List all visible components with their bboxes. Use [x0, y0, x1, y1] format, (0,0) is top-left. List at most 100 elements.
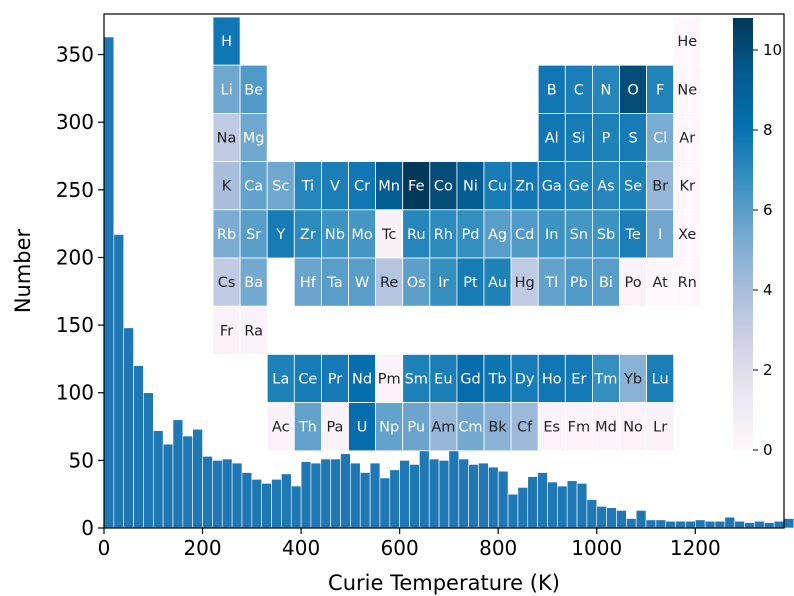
element-symbol-re: Re: [380, 275, 398, 291]
histogram-bar: [655, 519, 667, 529]
element-symbol-pa: Pa: [326, 420, 343, 436]
element-symbol-es: Es: [543, 420, 560, 436]
element-cell-hf: [293, 257, 322, 307]
element-cell-lr: [646, 402, 675, 452]
element-symbol-bi: Bi: [599, 275, 613, 291]
histogram-bar: [162, 443, 174, 529]
element-symbol-mn: Mn: [378, 179, 400, 195]
element-cell-au: [483, 257, 512, 307]
element-symbol-ag: Ag: [488, 227, 507, 243]
element-symbol-pm: Pm: [378, 372, 401, 388]
element-cell-eu: [429, 353, 458, 403]
element-symbol-cl: Cl: [653, 131, 667, 147]
element-symbol-no: No: [623, 420, 643, 436]
element-symbol-am: Am: [431, 420, 455, 436]
element-symbol-th: Th: [298, 420, 317, 436]
element-symbol-br: Br: [652, 179, 668, 195]
histogram-bar: [497, 470, 509, 529]
colorbar-tick-label: 2: [763, 361, 773, 379]
histogram-bar: [704, 520, 716, 529]
histogram-bar: [675, 520, 686, 529]
element-symbol-md: Md: [595, 420, 617, 436]
element-cell-ta: [320, 257, 349, 307]
element-symbol-po: Po: [624, 275, 641, 291]
colorbar-tick-label: 6: [763, 201, 773, 219]
element-symbol-sn: Sn: [570, 227, 588, 243]
element-symbol-fe: Fe: [408, 179, 425, 195]
element-cell-b: [537, 64, 566, 114]
element-cell-sn: [564, 209, 593, 259]
element-cell-gd: [456, 353, 485, 403]
element-symbol-ce: Ce: [298, 372, 317, 388]
element-cell-tl: [537, 257, 566, 307]
histogram-bar: [428, 458, 440, 529]
element-symbol-rh: Rh: [434, 227, 453, 243]
x-tick-label: 800: [479, 536, 517, 560]
element-cell-cd: [510, 209, 539, 259]
element-symbol-al: Al: [545, 131, 559, 147]
element-symbol-fm: Fm: [568, 420, 590, 436]
element-symbol-ho: Ho: [542, 372, 562, 388]
element-cell-f: [646, 64, 675, 114]
histogram-bar: [290, 485, 302, 529]
histogram-bar: [221, 458, 233, 529]
y-axis-label: Number: [11, 228, 35, 313]
element-cell-w: [348, 257, 377, 307]
element-cell-h: [212, 16, 241, 66]
element-symbol-ra: Ra: [244, 323, 263, 339]
histogram-bar: [635, 510, 647, 529]
element-symbol-b: B: [547, 82, 557, 98]
element-symbol-s: S: [628, 131, 637, 147]
histogram-bar: [537, 472, 548, 529]
histogram-bar: [182, 435, 193, 529]
element-cell-as: [592, 161, 620, 211]
colorbar-tick-label: 8: [763, 121, 773, 139]
element-symbol-tm: Tm: [593, 372, 617, 388]
element-symbol-p: P: [602, 131, 611, 147]
element-cell-pr: [320, 353, 349, 403]
element-symbol-as: As: [597, 179, 614, 195]
element-cell-fm: [564, 402, 593, 452]
plot-frame: [103, 13, 785, 529]
histogram-bar: [419, 449, 430, 529]
histogram-bar: [231, 462, 243, 529]
axes-frame: [103, 13, 785, 529]
element-symbol-k: K: [222, 179, 232, 195]
element-symbol-cr: Cr: [354, 179, 370, 195]
element-symbol-ca: Ca: [244, 179, 263, 195]
element-symbol-sr: Sr: [246, 227, 261, 243]
histogram-bar: [300, 461, 312, 529]
colorbar-tick-label: 4: [763, 281, 773, 299]
element-symbol-cu: Cu: [488, 179, 507, 195]
histogram-bar: [744, 522, 755, 529]
histogram-bar: [783, 518, 794, 529]
histogram-bar: [645, 519, 657, 529]
element-cell-cf: [510, 402, 539, 452]
histogram-bar: [596, 506, 607, 529]
histogram-bar: [665, 520, 676, 529]
element-cell-pu: [402, 402, 431, 452]
element-symbol-at: At: [652, 275, 668, 291]
colorbar-tick-label: 10: [763, 41, 782, 59]
histogram-bar: [616, 510, 627, 529]
histogram-bar: [448, 449, 460, 529]
element-cell-ce: [293, 353, 322, 403]
element-cell-po: [619, 257, 648, 307]
element-cell-kr: [673, 161, 702, 211]
element-symbol-sb: Sb: [597, 227, 615, 243]
y-tick-label: 250: [56, 178, 94, 202]
element-cell-np: [375, 402, 404, 452]
element-cell-es: [537, 402, 566, 452]
x-tick-label: 1200: [670, 536, 721, 560]
element-cell-rn: [673, 257, 702, 307]
histogram-bar: [212, 460, 223, 529]
element-symbol-ga: Ga: [542, 179, 562, 195]
element-symbol-rb: Rb: [217, 227, 236, 243]
element-cell-fr: [212, 305, 241, 355]
element-symbol-in: In: [545, 227, 558, 243]
element-cell-ne: [673, 64, 702, 114]
element-cell-mn: [375, 161, 404, 211]
colorbar-tick-label: 0: [763, 441, 773, 459]
element-cell-bi: [592, 257, 620, 307]
